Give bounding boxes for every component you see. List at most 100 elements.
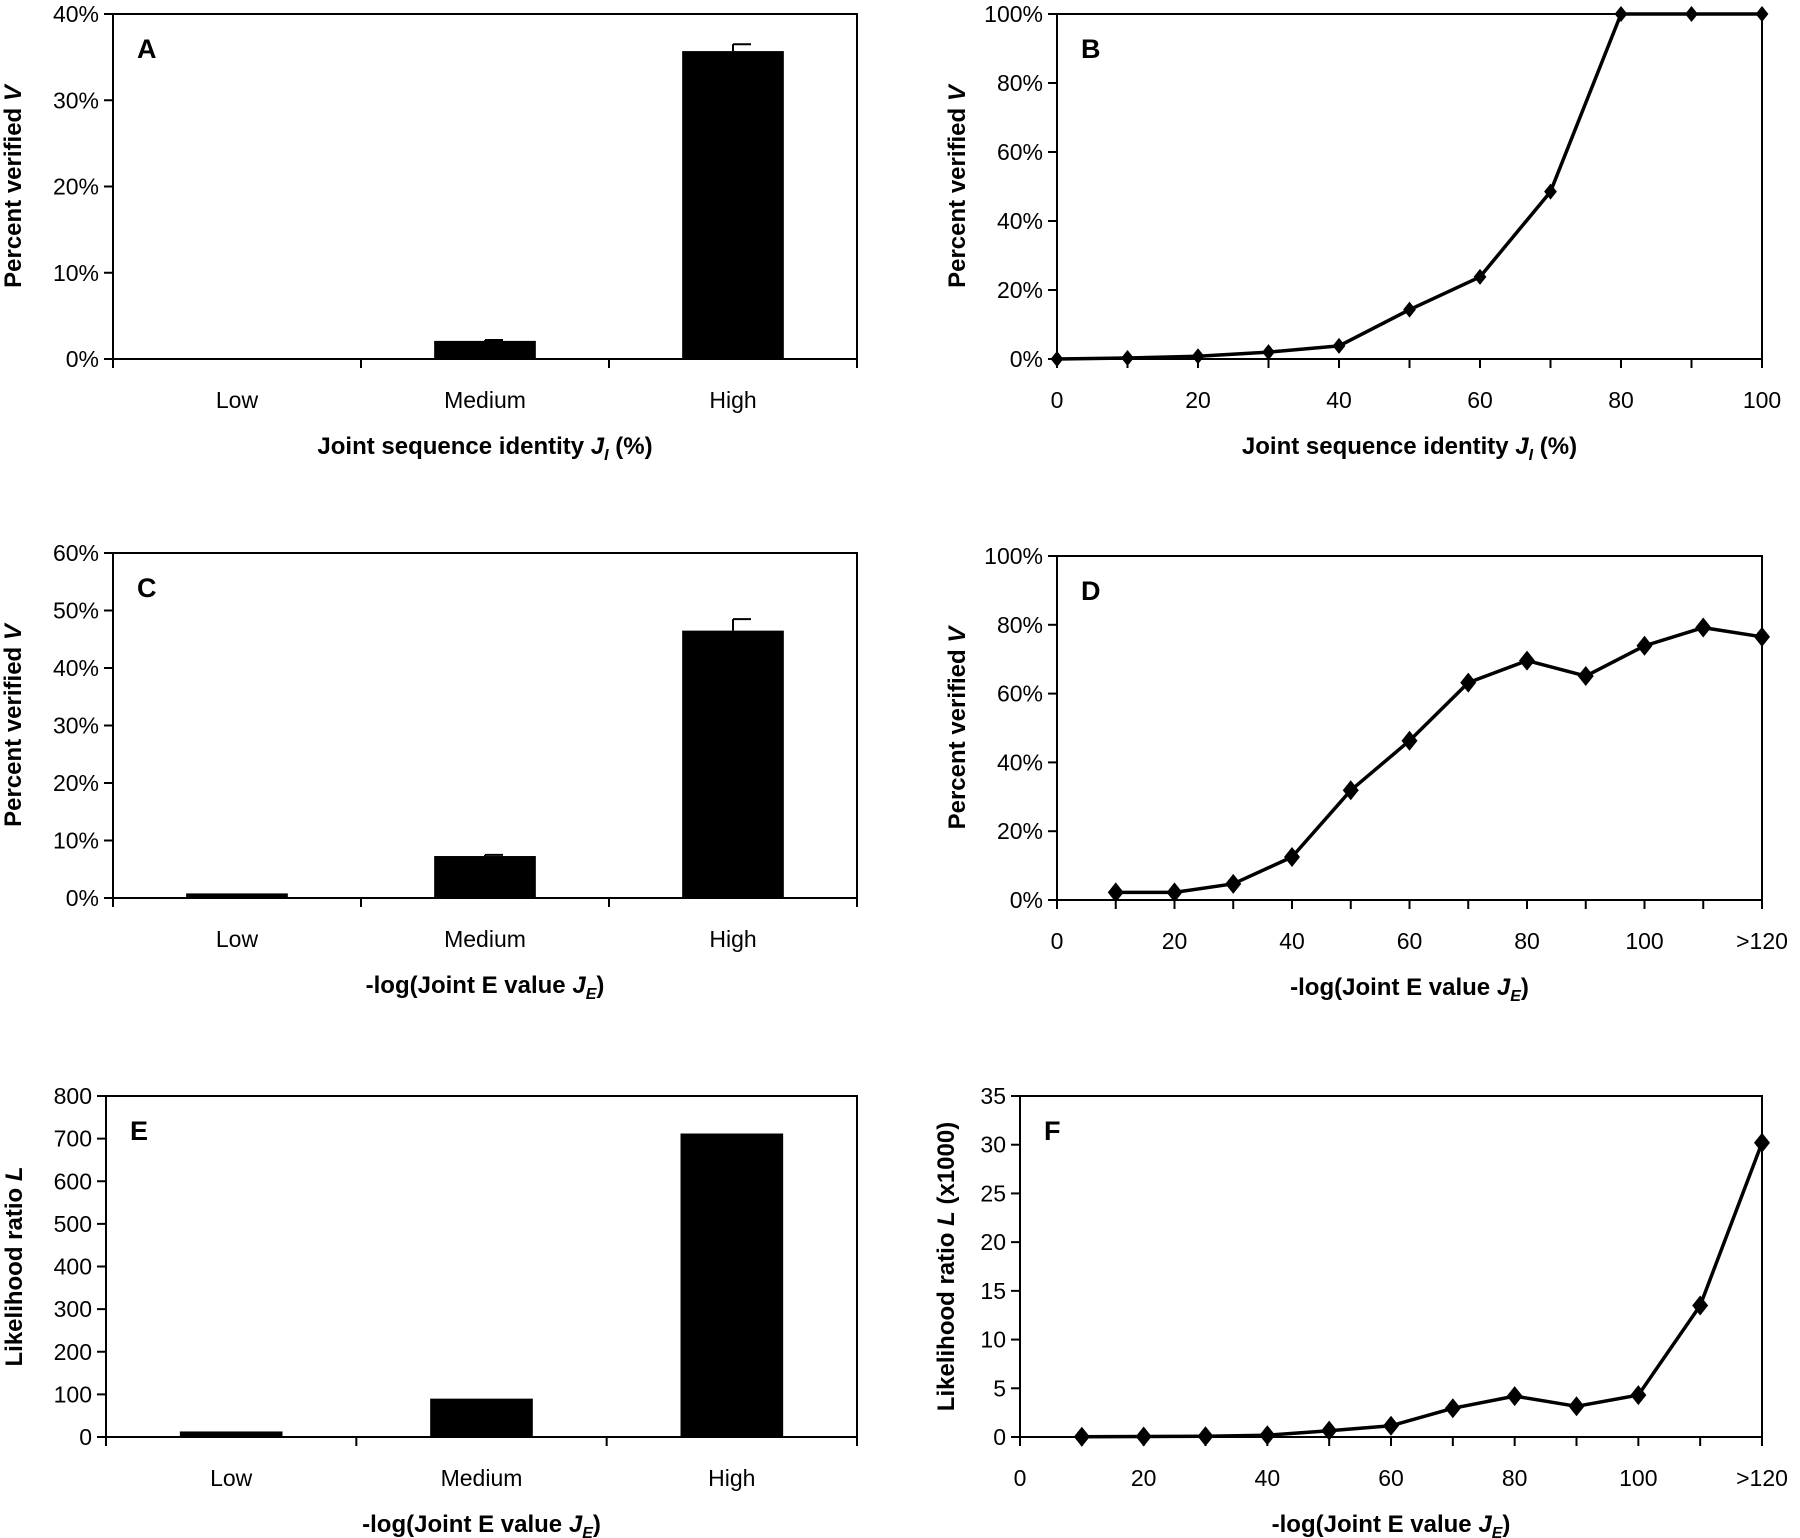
x-tick-label: 20 bbox=[1131, 1465, 1157, 1491]
y-tick-label: 80% bbox=[997, 70, 1043, 96]
x-axis-label-suffix: (%) bbox=[1533, 433, 1577, 460]
y-axis-label-suffix: (x1000) bbox=[933, 1122, 960, 1211]
y-tick-label: 30 bbox=[980, 1132, 1006, 1158]
y-axis-label-text: Percent verified bbox=[0, 640, 27, 827]
x-axis-label-variable: J bbox=[569, 1511, 583, 1538]
y-axis-label-variable: V bbox=[0, 622, 27, 640]
y-tick-label: 100% bbox=[984, 543, 1043, 569]
panel-label: F bbox=[1044, 1116, 1061, 1146]
panel-label: C bbox=[137, 573, 157, 603]
y-axis-label: Likelihood ratio L bbox=[1, 1166, 28, 1366]
y-tick-label: 0% bbox=[66, 885, 99, 911]
x-axis-label-suffix: ) bbox=[1521, 974, 1529, 1001]
y-axis-label: Percent verified V bbox=[944, 625, 971, 830]
x-axis-label-text: -log(Joint E value bbox=[1290, 974, 1497, 1001]
data-point-120 bbox=[1754, 626, 1770, 647]
bar-high bbox=[682, 51, 784, 360]
data-point-70 bbox=[1544, 183, 1557, 200]
data-point-90 bbox=[1568, 1396, 1585, 1417]
data-point-10 bbox=[1073, 1426, 1090, 1447]
y-tick-label: 0% bbox=[66, 346, 99, 372]
panel-d: 0% 20% 40% 60% 80% 100% D 0 20 40 60 80 100 >120 -log(… bbox=[944, 543, 1788, 1005]
x-axis-label-text: Joint sequence identity bbox=[317, 433, 590, 460]
x-tick-label: >120 bbox=[1736, 928, 1788, 954]
x-axis-label: -log(Joint E value JE) bbox=[1290, 974, 1529, 1005]
panel-e: 0 100 200 300 400 500 600 700 800 E Low Medium High -… bbox=[1, 1083, 858, 1538]
y-tick-label: 100% bbox=[984, 1, 1043, 27]
y-tick-label: 20% bbox=[53, 174, 99, 200]
x-tick-label: Medium bbox=[444, 926, 526, 952]
x-axis-label-text: -log(Joint E value bbox=[1272, 1511, 1479, 1538]
y-tick-label: 50% bbox=[53, 598, 99, 624]
data-point-20 bbox=[1191, 348, 1205, 365]
x-axis-label-variable: J bbox=[572, 972, 586, 999]
y-tick-label: 200 bbox=[54, 1339, 92, 1365]
y-tick-label: 20 bbox=[980, 1229, 1006, 1255]
y-tick-label: 40% bbox=[997, 749, 1043, 775]
x-axis-label-suffix: ) bbox=[596, 972, 604, 999]
y-axis-label-variable: V bbox=[0, 83, 27, 101]
x-tick-label: Low bbox=[210, 1465, 253, 1491]
y-axis-label-text: Percent verified bbox=[944, 101, 971, 288]
data-point-60 bbox=[1473, 268, 1487, 285]
y-tick-label: 10% bbox=[53, 828, 99, 854]
x-axis-label-text: -log(Joint E value bbox=[362, 1511, 569, 1538]
x-axis-label-variable: J bbox=[1497, 974, 1511, 1001]
x-tick-label: High bbox=[708, 1465, 755, 1491]
panel-b: 0% 20% 40% 60% 80% 100% B 0 20 40 60 80 100 Joint seq… bbox=[944, 1, 1781, 464]
data-point-80 bbox=[1614, 6, 1628, 22]
data-point-90 bbox=[1577, 666, 1594, 687]
y-axis-label-variable: L bbox=[1, 1166, 28, 1181]
y-tick-label: 10 bbox=[980, 1327, 1006, 1353]
data-point-0 bbox=[1050, 351, 1064, 367]
panel-label: A bbox=[137, 34, 157, 64]
y-tick-label: 0 bbox=[993, 1424, 1006, 1450]
y-tick-label: 800 bbox=[54, 1083, 92, 1109]
x-tick-label: 60 bbox=[1397, 928, 1423, 954]
y-tick-label: 60% bbox=[53, 540, 99, 566]
data-point-100 bbox=[1636, 635, 1653, 656]
x-tick-label: 60 bbox=[1467, 387, 1493, 413]
data-point-40 bbox=[1284, 847, 1300, 867]
x-axis-label-subscript: I bbox=[604, 447, 609, 464]
bar-high bbox=[682, 630, 784, 898]
x-tick-label: 100 bbox=[1625, 928, 1663, 954]
x-axis-label: -log(Joint E value JE) bbox=[362, 1511, 601, 1538]
data-point-100 bbox=[1755, 6, 1769, 22]
data-point-60 bbox=[1383, 1415, 1399, 1436]
x-axis-label-variable: J bbox=[1515, 433, 1529, 460]
series-line bbox=[1115, 625, 1763, 895]
x-tick-label: 80 bbox=[1608, 387, 1634, 413]
x-axis-label-subscript: I bbox=[1529, 447, 1534, 464]
y-tick-label: 20% bbox=[997, 818, 1043, 844]
plot-frame bbox=[1056, 555, 1763, 901]
panel-label: B bbox=[1081, 34, 1101, 64]
plot-frame bbox=[1019, 1095, 1763, 1438]
y-tick-label: 0% bbox=[1010, 887, 1043, 913]
data-point-40 bbox=[1332, 337, 1346, 354]
y-tick-label: 35 bbox=[980, 1083, 1006, 1109]
y-tick-label: 30% bbox=[53, 713, 99, 739]
bar-high bbox=[680, 1133, 784, 1437]
y-axis-label-text: Percent verified bbox=[944, 643, 971, 830]
x-axis-label-text: -log(Joint E value bbox=[366, 972, 573, 999]
x-axis-label-subscript: E bbox=[1492, 1525, 1504, 1538]
x-axis-label-variable: J bbox=[1478, 1511, 1492, 1538]
x-tick-label: 100 bbox=[1743, 387, 1781, 413]
x-tick-label: High bbox=[709, 387, 756, 413]
panel-f: 0 5 10 15 20 25 30 35 F 0 20 40 60 80 100 >120 -log(Join… bbox=[933, 1083, 1788, 1538]
data-point-20 bbox=[1135, 1426, 1152, 1447]
data-point-110 bbox=[1695, 617, 1712, 638]
y-tick-label: 60% bbox=[997, 681, 1043, 707]
x-tick-label: Medium bbox=[441, 1465, 523, 1491]
data-point-60 bbox=[1401, 730, 1418, 751]
y-tick-label: 700 bbox=[54, 1126, 92, 1152]
y-axis-label-variable: V bbox=[944, 83, 971, 101]
y-tick-label: 300 bbox=[54, 1296, 92, 1322]
x-tick-label: 20 bbox=[1162, 928, 1188, 954]
x-tick-label: 0 bbox=[1014, 1465, 1027, 1491]
y-axis-label-variable: L bbox=[933, 1211, 960, 1226]
x-axis-label-suffix: (%) bbox=[609, 433, 653, 460]
data-point-120 bbox=[1754, 1132, 1770, 1153]
